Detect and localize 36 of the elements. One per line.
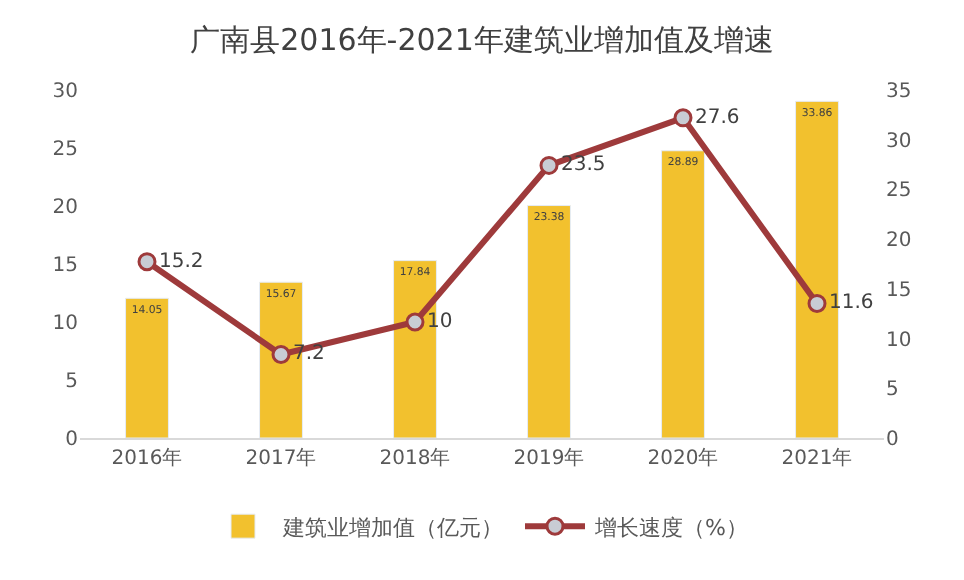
x-tick-label: 2017年: [245, 446, 317, 470]
y2-tick-label: 10: [886, 329, 912, 352]
y2-tick-label: 30: [886, 130, 912, 153]
chart-title: 广南县2016年-2021年建筑业增加值及增速: [190, 22, 774, 58]
point: [405, 312, 425, 332]
bar: [527, 205, 571, 438]
point: [673, 108, 693, 128]
y-tick-label: 25: [52, 139, 78, 161]
point: [807, 293, 827, 313]
y2-tick-label: 35: [886, 81, 912, 103]
data-label: 23.5: [561, 154, 606, 177]
point: [137, 252, 157, 272]
y-tick-label: 15: [52, 255, 78, 277]
y-tick-label: 20: [52, 197, 78, 219]
y-tick-label: 0: [65, 429, 78, 451]
x-tick-label: 2020年: [647, 446, 719, 470]
y2-tick-label: 25: [886, 180, 912, 203]
data-label: 15.2: [159, 250, 204, 273]
y-tick-label: 10: [52, 313, 78, 335]
x-tick-label: 2018年: [379, 446, 451, 470]
bar: [661, 150, 705, 438]
bar: [125, 297, 169, 438]
legend-label: 建筑业增加值（亿元）: [281, 514, 503, 541]
y2-tick-label: 20: [886, 230, 912, 253]
x-tick-label: 2021年: [781, 446, 853, 470]
point: [539, 155, 559, 175]
y-tick-label: 5: [65, 371, 78, 393]
y-tick-label: 30: [52, 81, 78, 103]
y2-tick-label: 15: [886, 279, 912, 302]
data-label: 27.6: [695, 106, 740, 129]
x-tick-label: 2019年: [513, 446, 585, 470]
point: [271, 344, 291, 364]
x-tick-label: 2016年: [111, 446, 183, 470]
y2-tick-label: 5: [886, 379, 899, 402]
legend-label: 增长速度（%）: [593, 514, 748, 541]
y2-tick-label: 0: [886, 429, 899, 451]
